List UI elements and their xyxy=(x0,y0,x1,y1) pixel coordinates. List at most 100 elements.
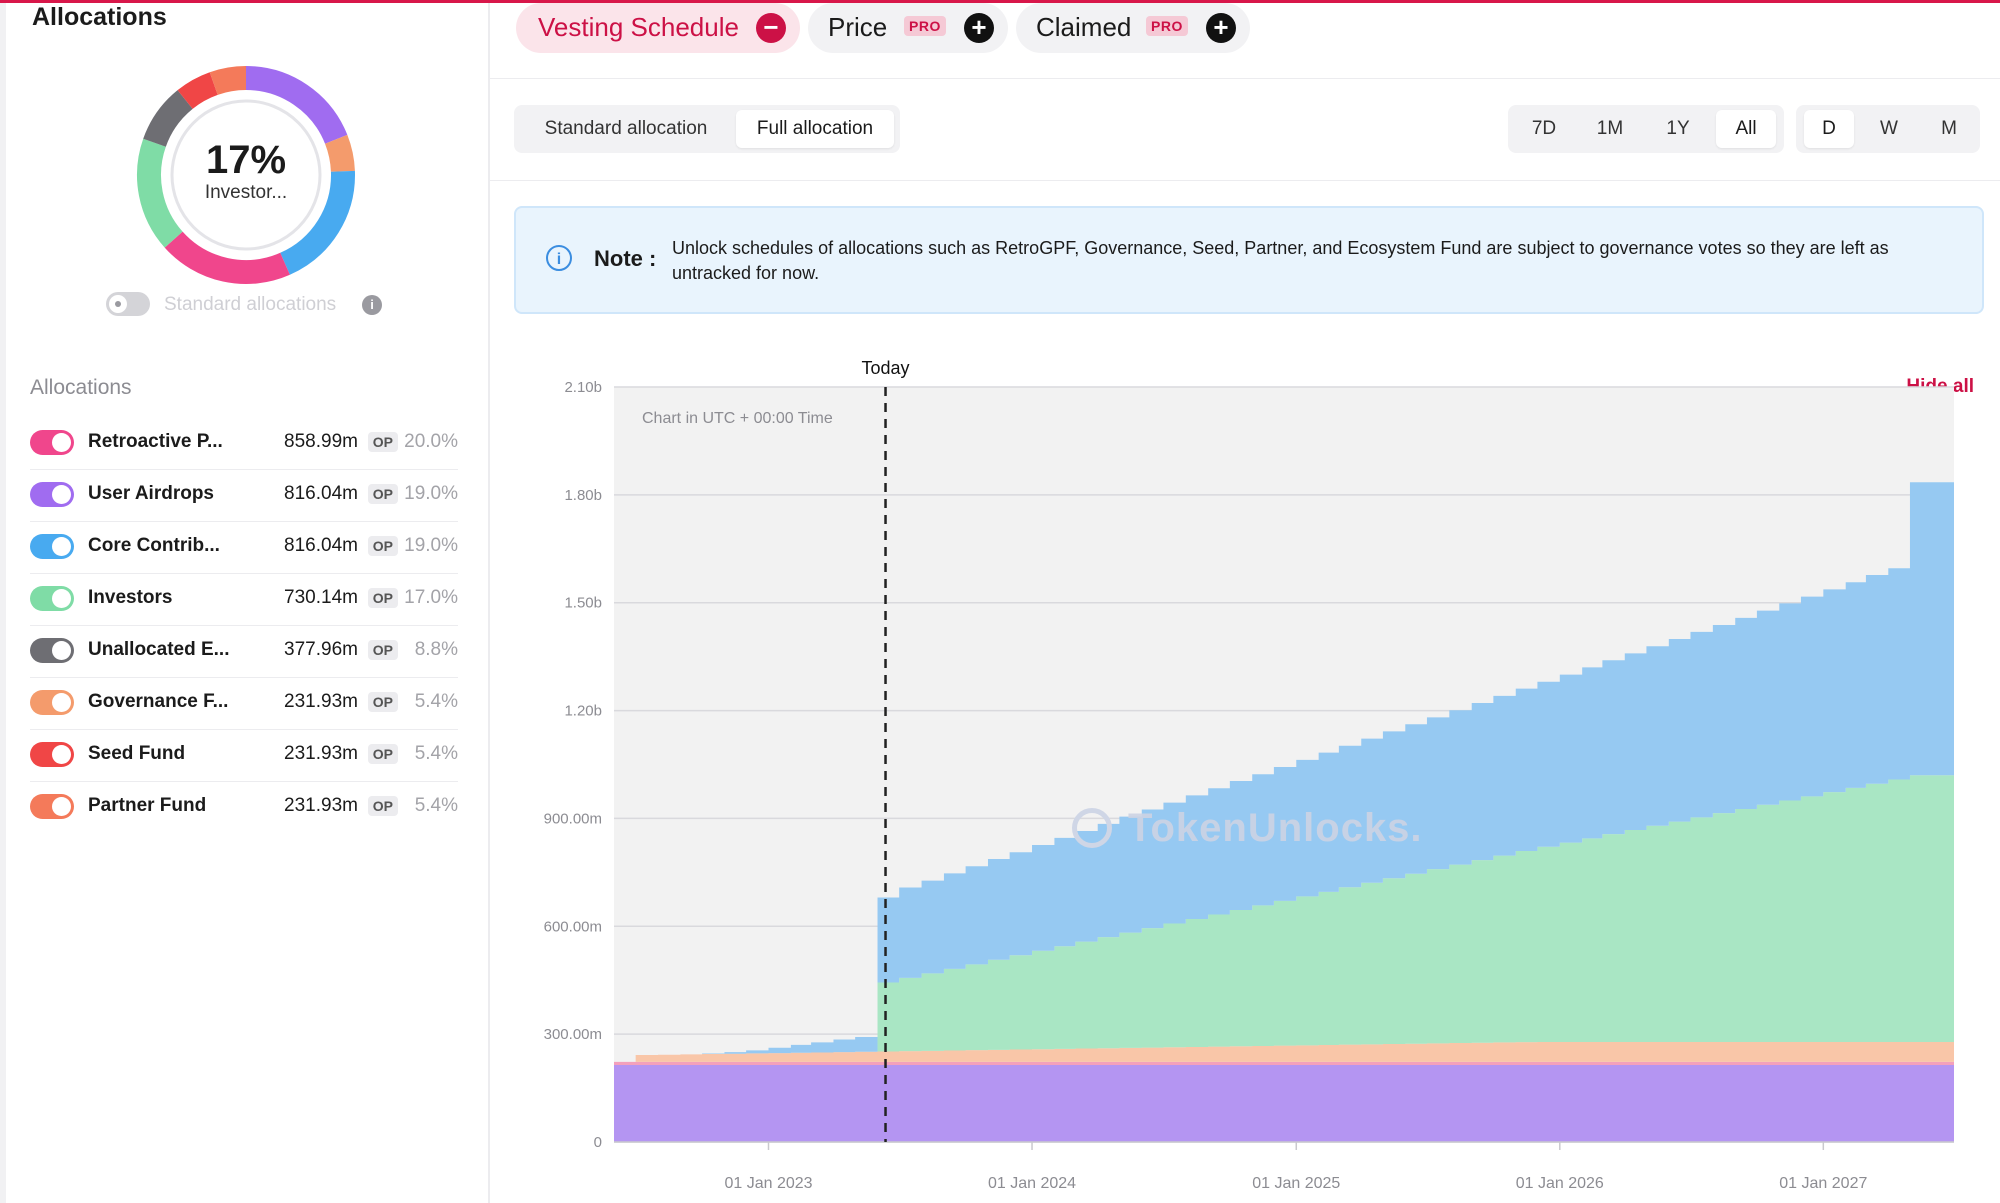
tab-vesting-schedule[interactable]: Vesting Schedule − xyxy=(516,3,800,53)
allocation-toggle[interactable] xyxy=(30,482,74,507)
range-1y[interactable]: 1Y xyxy=(1666,118,1690,139)
divider xyxy=(490,180,2000,181)
allocation-percent: 5.4% xyxy=(414,795,458,816)
allocation-amount: 231.93m xyxy=(284,743,358,764)
interval-selector: D W M xyxy=(1796,105,1980,153)
token-badge: OP xyxy=(367,692,398,712)
allocation-toggle[interactable] xyxy=(30,794,74,819)
y-tick-label: 900.00m xyxy=(544,810,602,827)
full-allocation-option[interactable]: Full allocation xyxy=(736,110,894,148)
y-tick-label: 1.20b xyxy=(564,703,602,720)
interval-m[interactable]: M xyxy=(1941,118,1957,139)
allocation-amount: 816.04m xyxy=(284,483,358,504)
y-tick-label: 600.00m xyxy=(544,918,602,935)
allocation-percent: 19.0% xyxy=(404,535,458,556)
pro-badge: PRO xyxy=(1146,16,1188,36)
y-tick-label: 1.80b xyxy=(564,487,602,504)
y-tick-label: 1.50b xyxy=(564,595,602,612)
x-tick-label: 01 Jan 2023 xyxy=(724,1175,812,1192)
donut-slice-3[interactable] xyxy=(164,231,290,284)
allocation-percent: 8.8% xyxy=(414,639,458,660)
tab-label: Vesting Schedule xyxy=(538,12,739,42)
allocation-toggle[interactable] xyxy=(30,638,74,663)
standard-allocations-label: Standard allocations xyxy=(164,294,337,315)
standard-allocations-toggle[interactable] xyxy=(106,292,150,316)
x-tick-label: 01 Jan 2027 xyxy=(1779,1175,1867,1192)
watermark: TokenUnlocks. xyxy=(1128,806,1423,850)
allocation-toggle[interactable] xyxy=(30,534,74,559)
x-tick-label: 01 Jan 2025 xyxy=(1252,1175,1340,1192)
token-badge: OP xyxy=(367,536,398,556)
minus-icon[interactable]: − xyxy=(756,13,786,43)
plus-icon[interactable]: + xyxy=(964,13,994,43)
interval-d[interactable]: D xyxy=(1804,110,1854,148)
donut-slice-7[interactable] xyxy=(209,66,247,95)
area-seed-fund xyxy=(614,1061,1954,1066)
x-tick-label: 01 Jan 2024 xyxy=(988,1175,1076,1192)
list-item: Retroactive P... 858.99m OP 20.0% xyxy=(30,418,458,470)
donut-label: Investor... xyxy=(204,182,288,203)
allocation-amount: 377.96m xyxy=(284,639,358,660)
y-tick-label: 0 xyxy=(594,1134,602,1151)
note-text: Unlock schedules of allocations such as … xyxy=(672,238,1889,283)
allocation-donut-chart[interactable] xyxy=(136,65,356,285)
allocation-name: Investors xyxy=(88,587,173,608)
list-item: Investors 730.14m OP 17.0% xyxy=(30,574,458,626)
allocation-name: User Airdrops xyxy=(88,483,214,504)
donut-center xyxy=(170,99,322,251)
tab-label: Claimed xyxy=(1036,12,1132,42)
area-investors xyxy=(614,775,1954,1062)
allocation-amount: 231.93m xyxy=(284,691,358,712)
today-label: Today xyxy=(862,358,910,378)
allocations-list-header: Allocations xyxy=(30,376,132,399)
range-all[interactable]: All xyxy=(1716,110,1776,148)
sidebar-title: Allocations xyxy=(32,3,167,31)
window-edge xyxy=(0,3,6,1203)
donut-slice-0[interactable] xyxy=(245,66,348,145)
donut-slice-4[interactable] xyxy=(137,138,183,248)
allocation-percent: 19.0% xyxy=(404,483,458,504)
token-badge: OP xyxy=(367,588,398,608)
tab-label: Price xyxy=(828,12,888,42)
allocation-amount: 858.99m xyxy=(284,431,358,452)
plus-icon[interactable]: + xyxy=(1206,13,1236,43)
allocation-toggle[interactable] xyxy=(30,690,74,715)
donut-slice-5[interactable] xyxy=(143,90,193,148)
list-item: Governance F... 231.93m OP 5.4% xyxy=(30,678,458,730)
allocation-amount: 730.14m xyxy=(284,587,358,608)
token-badge: OP xyxy=(367,432,398,452)
donut-slice-1[interactable] xyxy=(324,134,355,173)
list-item: Seed Fund 231.93m OP 5.4% xyxy=(30,730,458,782)
allocation-amount: 231.93m xyxy=(284,795,358,816)
area-core-contributors xyxy=(614,482,1954,1062)
allocation-amount: 816.04m xyxy=(284,535,358,556)
donut-slice-6[interactable] xyxy=(177,72,219,110)
range-7d[interactable]: 7D xyxy=(1531,118,1557,139)
interval-w[interactable]: W xyxy=(1880,118,1898,139)
token-badge: OP xyxy=(367,744,398,764)
note-banner: i Note : Unlock schedules of allocations… xyxy=(514,206,1984,314)
tab-price[interactable]: Price PRO + xyxy=(808,3,1008,53)
info-icon[interactable]: i xyxy=(362,295,382,315)
list-item: Unallocated E... 377.96m OP 8.8% xyxy=(30,626,458,678)
list-item: Core Contrib... 816.04m OP 19.0% xyxy=(30,522,458,574)
allocation-percent: 17.0% xyxy=(404,587,458,608)
allocation-percent: 5.4% xyxy=(414,691,458,712)
allocation-toggle[interactable] xyxy=(30,430,74,455)
info-icon: i xyxy=(546,245,572,271)
allocation-name: Unallocated E... xyxy=(88,639,230,660)
allocation-toggle[interactable] xyxy=(30,586,74,611)
allocation-mode-selector: Standard allocation Full allocation xyxy=(514,105,900,153)
tab-claimed[interactable]: Claimed PRO + xyxy=(1016,3,1250,53)
vesting-schedule-chart[interactable]: 0 300.00m 600.00m 900.00m 1.20b 1.50b 1.80b 2.1… xyxy=(514,352,1994,1203)
standard-allocation-option[interactable]: Standard allocation xyxy=(544,118,708,139)
divider xyxy=(490,78,2000,79)
allocation-toggle[interactable] xyxy=(30,742,74,767)
range-1m[interactable]: 1M xyxy=(1596,118,1624,139)
area-user-airdrops xyxy=(614,1065,1954,1142)
token-badge: OP xyxy=(367,796,398,816)
donut-slice-2[interactable] xyxy=(279,170,355,275)
donut-percent: 17% xyxy=(205,138,287,182)
token-badge: OP xyxy=(367,640,398,660)
y-tick-label: 300.00m xyxy=(544,1026,602,1043)
